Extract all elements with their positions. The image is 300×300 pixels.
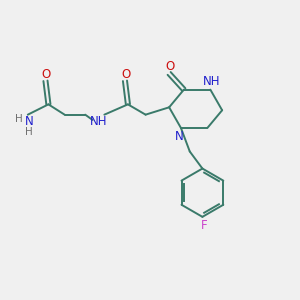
Text: F: F (201, 219, 207, 232)
Text: NH: NH (203, 75, 220, 88)
Text: NH: NH (90, 115, 108, 128)
Text: H: H (14, 114, 22, 124)
Text: N: N (175, 130, 184, 143)
Text: H: H (26, 127, 33, 137)
Text: O: O (165, 60, 174, 73)
Text: O: O (121, 68, 130, 81)
Text: O: O (41, 68, 51, 81)
Text: N: N (25, 115, 34, 128)
